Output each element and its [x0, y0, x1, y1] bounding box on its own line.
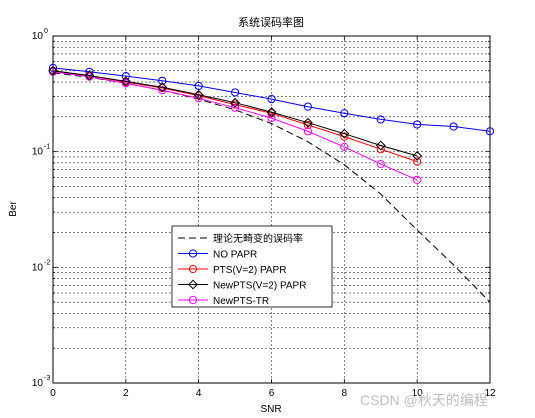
data-point	[376, 115, 385, 124]
x-tick-label: 10	[412, 388, 424, 399]
x-tick-label: 6	[269, 388, 275, 399]
data-point	[266, 107, 277, 117]
y-tick-base: 10	[32, 31, 44, 42]
data-point	[303, 102, 313, 111]
legend-entry: PTS(V=2) PAPR	[178, 264, 286, 276]
data-point	[413, 120, 422, 129]
x-tick-label: 8	[342, 388, 348, 399]
data-point	[413, 157, 422, 166]
legend-label: NO PAPR	[213, 250, 257, 261]
series-理论无畸变的误码率	[52, 72, 491, 303]
data-point	[121, 79, 130, 88]
y-tick-base: 10	[32, 262, 44, 273]
legend-entry: NewPTS-TR	[178, 295, 269, 307]
y-tick-exponent: -3	[44, 375, 50, 382]
y-tick-label: 10	[32, 31, 44, 42]
chart-title: 系统误码率图	[238, 15, 304, 29]
series-line	[52, 72, 491, 303]
data-point	[340, 132, 349, 141]
data-point	[194, 81, 203, 91]
legend-label: 理论无畸变的误码率	[213, 232, 303, 245]
y-axis-label: Ber	[8, 201, 19, 217]
legend-label: NewPTS(V=2) PAPR	[213, 281, 306, 292]
data-point	[449, 122, 458, 131]
y-tick-label: 10	[32, 262, 44, 273]
data-point	[376, 160, 385, 169]
y-tick-label: 10	[32, 378, 44, 389]
legend-entry: NewPTS(V=2) PAPR	[178, 279, 306, 292]
legend-label: PTS(V=2) PAPR	[213, 265, 286, 276]
data-point	[48, 65, 58, 76]
data-point	[230, 88, 240, 97]
data-point	[340, 109, 349, 118]
x-tick-label: 0	[50, 388, 56, 399]
x-tick-label: 4	[196, 388, 202, 399]
x-axis-label: SNR	[260, 404, 281, 415]
legend-box	[171, 225, 333, 308]
y-tick-exponent: -1	[44, 144, 50, 151]
legend-entry: NO PAPR	[178, 249, 257, 261]
series-line	[52, 67, 491, 132]
data-point	[188, 295, 198, 305]
data-point	[48, 63, 58, 72]
y-tick-base: 10	[32, 378, 44, 389]
y-tick-exponent: -2	[44, 259, 50, 266]
legend: 理论无畸变的误码率 NO PAPR PTS(V=2) PAPR NewPTS(V=2)…	[171, 225, 333, 308]
data-point	[230, 97, 240, 108]
legend-label: NewPTS-TR	[213, 296, 269, 307]
data-point	[188, 279, 198, 290]
data-point	[188, 249, 198, 258]
series-lines	[48, 63, 495, 303]
data-point	[188, 264, 198, 274]
data-point	[193, 89, 204, 100]
watermark: CSDN @秋天的编程	[360, 392, 488, 408]
y-tick-label: 10	[32, 147, 44, 158]
series-line	[52, 71, 418, 181]
data-point	[485, 127, 495, 136]
data-point	[84, 70, 95, 81]
data-point	[230, 103, 240, 112]
x-tick-label: 2	[123, 388, 129, 399]
data-point	[267, 114, 276, 123]
data-point	[158, 86, 167, 95]
data-point	[412, 150, 423, 161]
x-tick-label: 12	[484, 388, 496, 399]
data-point	[303, 117, 313, 128]
data-point	[339, 128, 350, 139]
data-point	[120, 76, 131, 87]
y-tick-exponent: 0	[44, 28, 48, 35]
data-point	[375, 140, 386, 151]
data-point	[303, 127, 313, 136]
series-NewPTS(V=2) PAPR	[48, 65, 423, 161]
data-point	[413, 175, 422, 185]
series-NO PAPR	[48, 63, 495, 136]
y-tick-base: 10	[32, 147, 44, 158]
grid	[53, 36, 490, 383]
legend-entry: 理论无畸变的误码率	[178, 232, 303, 245]
data-point	[230, 100, 240, 109]
series-line	[52, 70, 418, 157]
data-point	[267, 94, 276, 104]
data-point	[340, 142, 349, 151]
data-point	[157, 82, 168, 93]
data-point	[303, 120, 313, 130]
